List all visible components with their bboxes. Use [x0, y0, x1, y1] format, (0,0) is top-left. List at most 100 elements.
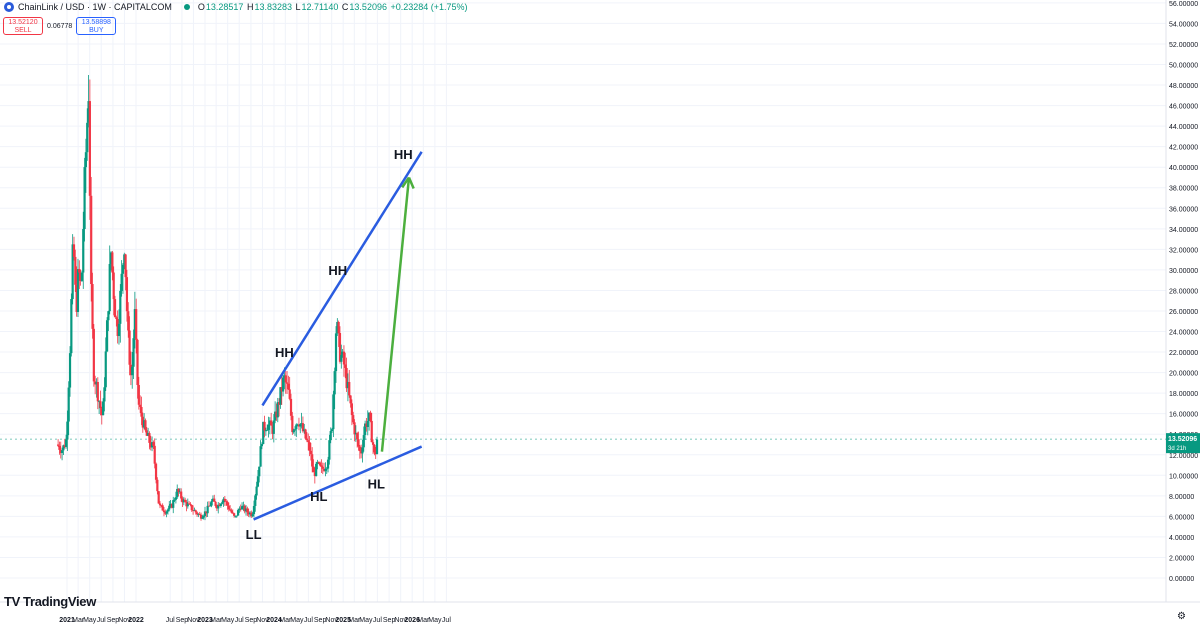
candle-body	[324, 468, 327, 471]
x-tick-label: May	[290, 617, 304, 624]
y-tick-label: 8.00000	[1169, 494, 1194, 501]
candle-body	[58, 445, 61, 450]
candle-body	[189, 503, 192, 505]
candle-body	[333, 371, 336, 395]
candle-body	[320, 465, 323, 467]
candle-body	[132, 338, 135, 367]
sell-label: SELL	[14, 27, 32, 34]
candle-body	[84, 152, 88, 168]
candle-body	[172, 500, 175, 508]
candle-body	[225, 500, 228, 502]
candle-body	[289, 398, 293, 416]
candle-body	[370, 420, 373, 443]
y-tick-label: 36.00000	[1169, 206, 1198, 213]
trade-panel: 13.52120 SELL 0.06778 13.58898 BUY	[3, 17, 117, 35]
candle-body	[144, 420, 147, 431]
candle-body	[111, 252, 114, 273]
candle-body	[369, 412, 372, 421]
candle-body	[78, 269, 81, 273]
candle-body	[206, 505, 209, 514]
candle-body	[60, 450, 64, 454]
y-tick-label: 40.00000	[1169, 165, 1198, 172]
candle-body	[188, 503, 191, 505]
candle-body	[145, 430, 148, 436]
candle-body	[68, 353, 72, 388]
x-tick-label: Jul	[304, 617, 313, 624]
candle-body	[201, 517, 204, 519]
candle-body	[213, 498, 216, 502]
candle-body	[362, 435, 365, 448]
price-badge: 13.52096 3d 21h	[1166, 433, 1200, 454]
candle-body	[108, 263, 111, 312]
candle-body	[83, 167, 86, 230]
high-label: H	[246, 2, 254, 12]
annotation-hl[interactable]: HL	[310, 489, 327, 504]
annotation-hl[interactable]: HL	[368, 477, 385, 492]
candle-body	[194, 510, 197, 513]
candle-body	[360, 451, 363, 454]
candle-body	[319, 462, 322, 466]
trendline-lower[interactable]	[253, 445, 423, 521]
annotation-hh[interactable]: HH	[394, 147, 413, 162]
candle-body	[365, 423, 368, 427]
candle-body	[88, 101, 91, 196]
candle-body	[256, 476, 260, 487]
candle-body	[229, 509, 232, 511]
buy-button[interactable]: 13.58898 BUY	[76, 17, 117, 35]
close-label: C	[341, 2, 349, 12]
candle-body	[209, 505, 212, 507]
x-tick-label: Sep	[245, 617, 258, 624]
candle-body	[218, 504, 221, 506]
symbol-title[interactable]: ChainLink / USD · 1W · CAPITALCOM	[18, 2, 172, 12]
candle-body	[222, 498, 225, 503]
price-badge-countdown: 3d 21h	[1168, 446, 1186, 452]
candle-body	[341, 351, 344, 355]
candle-body	[350, 403, 353, 416]
candle-body	[161, 505, 164, 511]
y-tick-label: 20.00000	[1169, 371, 1198, 378]
candle-body	[293, 429, 297, 431]
candle-body	[136, 339, 139, 385]
candle-body	[246, 508, 249, 513]
sell-button[interactable]: 13.52120 SELL	[3, 17, 43, 35]
candle-body	[202, 515, 205, 518]
candle-body	[275, 411, 278, 418]
x-tick-label: May	[83, 617, 97, 624]
candle-body	[199, 514, 203, 519]
candle-body	[288, 389, 291, 399]
candle-body	[312, 466, 315, 473]
candle-body	[240, 506, 244, 510]
gear-icon[interactable]: ⚙	[1177, 611, 1186, 622]
x-tick-label: May	[221, 617, 235, 624]
x-tick-label: 2026	[404, 617, 420, 624]
candle-body	[244, 508, 248, 512]
trendline-upper[interactable]	[261, 151, 423, 407]
candle-body	[186, 503, 189, 507]
candle-body	[274, 411, 277, 421]
annotation-hh[interactable]: HH	[328, 263, 347, 278]
projection-arrow-head	[401, 176, 411, 189]
candle-body	[337, 321, 340, 334]
projection-arrow[interactable]	[380, 177, 411, 452]
candle-body	[63, 445, 66, 447]
candle-body	[315, 463, 318, 477]
candle-body	[174, 497, 177, 500]
candle-body	[367, 412, 371, 422]
candle-body	[120, 273, 123, 291]
candle-body	[165, 511, 168, 514]
candle-body	[214, 501, 217, 506]
low-value: 12.71140	[301, 2, 339, 12]
annotation-ll[interactable]: LL	[246, 527, 262, 542]
candle-body	[332, 394, 335, 430]
candle-body	[371, 442, 375, 445]
candle-body	[131, 366, 134, 376]
y-axis[interactable]: 0.00000 2.00000 4.00000 6.00000 8.00000 10.00…	[1169, 1, 1198, 583]
candle-body	[326, 459, 330, 469]
candle-body	[373, 444, 376, 453]
y-tick-label: 30.00000	[1169, 268, 1198, 275]
candle-body	[356, 433, 359, 440]
tradingview-logo[interactable]: TV TradingView	[4, 594, 96, 609]
annotation-hh[interactable]: HH	[275, 345, 294, 360]
